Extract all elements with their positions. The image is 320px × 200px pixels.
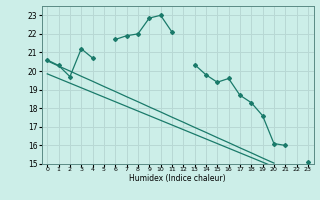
X-axis label: Humidex (Indice chaleur): Humidex (Indice chaleur) bbox=[129, 174, 226, 183]
